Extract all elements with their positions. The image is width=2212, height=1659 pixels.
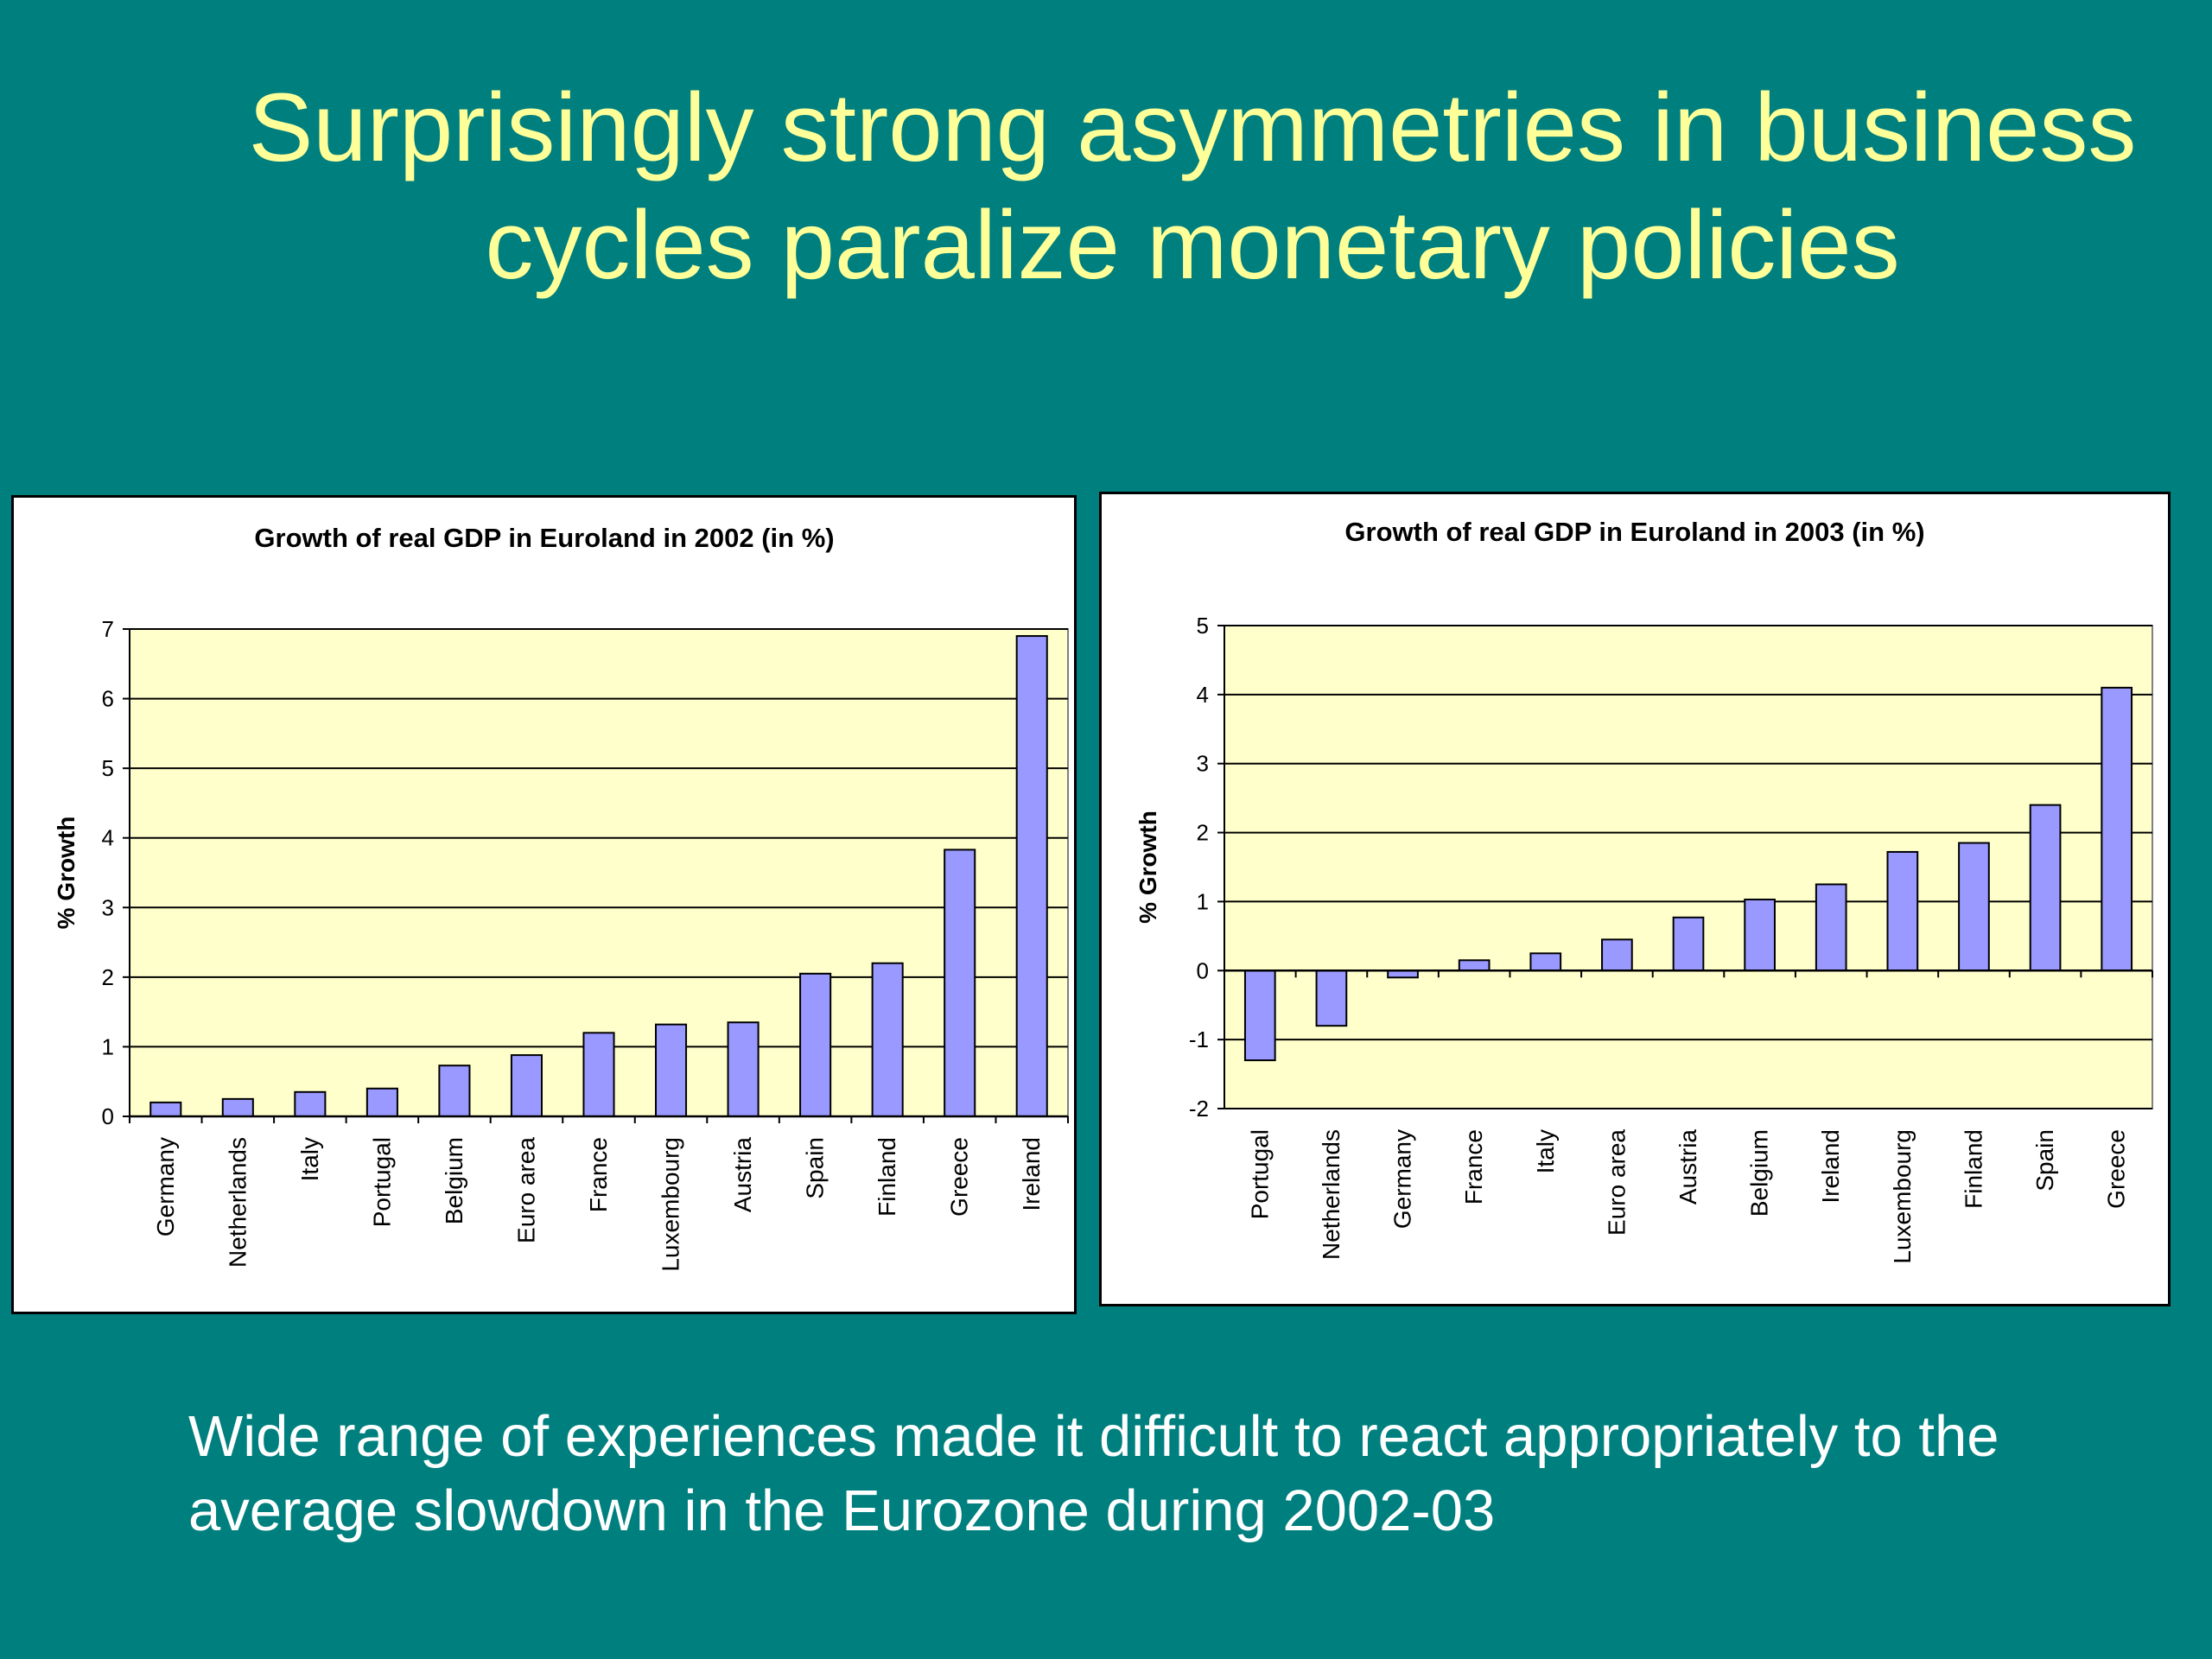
bar-greece	[944, 849, 976, 1117]
x-category-label: Belgium	[1746, 1129, 1773, 1217]
bar-france	[1458, 959, 1491, 972]
y-tick-label: 1	[1197, 888, 1209, 914]
x-category-label: Greece	[2103, 1129, 2130, 1209]
bar-portugal	[1243, 969, 1276, 1062]
gdp-growth-2003-svg: Growth of real GDP in Euroland in 2003 (…	[1135, 517, 2153, 1264]
y-tick-label: 7	[102, 616, 114, 642]
x-category-label: Portugal	[368, 1137, 395, 1227]
slide-caption: Wide range of experiences made it diffic…	[188, 1400, 2176, 1548]
y-tick-label: 4	[1197, 682, 1209, 708]
bar-ireland	[1815, 883, 1847, 972]
x-category-label: Germany	[1389, 1129, 1416, 1229]
bar-italy	[294, 1090, 327, 1117]
y-tick-label: 0	[1197, 957, 1209, 983]
x-category-label: Austria	[729, 1137, 756, 1213]
x-category-label: Italy	[1532, 1129, 1559, 1173]
x-category-label: Spain	[802, 1137, 829, 1199]
slide-title-line-2: cycles paralize monetary policies	[485, 191, 1900, 299]
bar-euro-area	[510, 1054, 543, 1118]
bar-euro-area	[1601, 938, 1633, 972]
chart-title: Growth of real GDP in Euroland in 2003 (…	[1344, 517, 1924, 547]
x-category-label: Italy	[296, 1137, 323, 1181]
x-category-label: Belgium	[441, 1137, 467, 1224]
x-category-label: Ireland	[1817, 1129, 1844, 1204]
y-tick-label: 5	[1197, 613, 1209, 639]
slide-title: Surprisingly strong asymmetries in busin…	[156, 69, 2212, 304]
x-category-label: Austria	[1675, 1129, 1701, 1205]
bar-spain	[799, 972, 832, 1117]
x-category-label: Netherlands	[1318, 1129, 1344, 1260]
x-category-label: Greece	[946, 1137, 973, 1217]
bar-luxembourg	[654, 1023, 688, 1117]
bar-germany	[149, 1101, 182, 1118]
x-category-label: Netherlands	[224, 1137, 251, 1268]
gdp-growth-2003-chart: Growth of real GDP in Euroland in 2003 (…	[1099, 492, 2171, 1306]
bar-italy	[1529, 952, 1562, 972]
y-tick-label: 6	[102, 686, 114, 712]
bar-finland	[1958, 842, 1990, 972]
y-tick-label: 2	[1197, 820, 1209, 846]
x-category-label: Euro area	[512, 1137, 539, 1243]
bar-france	[582, 1032, 615, 1117]
y-tick-label: 2	[102, 964, 114, 990]
bar-finland	[871, 962, 904, 1117]
x-category-label: Germany	[152, 1137, 179, 1236]
x-category-label: Ireland	[1018, 1137, 1045, 1211]
chart-title: Growth of real GDP in Euroland in 2002 (…	[254, 523, 834, 553]
x-category-label: France	[585, 1137, 612, 1212]
bar-belgium	[438, 1065, 471, 1118]
caption-line-1: Wide range of experiences made it diffic…	[188, 1404, 1999, 1469]
caption-line-2: average slowdown in the Eurozone during …	[188, 1478, 1496, 1543]
x-category-label: Finland	[874, 1137, 900, 1217]
x-category-label: Euro area	[1603, 1129, 1630, 1236]
bar-netherlands	[221, 1097, 254, 1117]
y-tick-label: -1	[1189, 1027, 1209, 1052]
bar-ireland	[1015, 635, 1048, 1118]
bar-luxembourg	[1886, 850, 1919, 972]
y-axis-label: % Growth	[53, 817, 79, 930]
bar-greece	[2101, 686, 2133, 972]
x-category-label: France	[1460, 1129, 1487, 1205]
slide-title-line-1: Surprisingly strong asymmetries in busin…	[248, 73, 2137, 181]
bar-netherlands	[1315, 969, 1348, 1027]
bar-austria	[1672, 916, 1705, 972]
y-tick-label: -2	[1189, 1096, 1209, 1122]
y-tick-label: 4	[102, 825, 114, 851]
gdp-growth-2002-svg: Growth of real GDP in Euroland in 2002 (…	[53, 523, 1069, 1272]
plot-area	[1224, 625, 2153, 1109]
y-tick-label: 3	[102, 894, 114, 920]
x-category-label: Portugal	[1246, 1129, 1273, 1219]
x-category-label: Luxembourg	[658, 1137, 684, 1272]
y-tick-label: 5	[102, 755, 114, 781]
gdp-growth-2002-chart: Growth of real GDP in Euroland in 2002 (…	[11, 495, 1077, 1314]
y-axis-label: % Growth	[1135, 810, 1161, 924]
x-category-label: Spain	[2031, 1129, 2058, 1192]
y-tick-label: 3	[1197, 751, 1209, 777]
bar-spain	[2029, 804, 2062, 972]
x-category-label: Luxembourg	[1889, 1129, 1916, 1264]
y-tick-label: 1	[102, 1033, 114, 1059]
y-tick-label: 0	[102, 1103, 114, 1129]
bar-belgium	[1744, 899, 1776, 972]
bar-portugal	[365, 1087, 398, 1117]
x-category-label: Finland	[1960, 1129, 1986, 1209]
bar-austria	[727, 1021, 760, 1118]
